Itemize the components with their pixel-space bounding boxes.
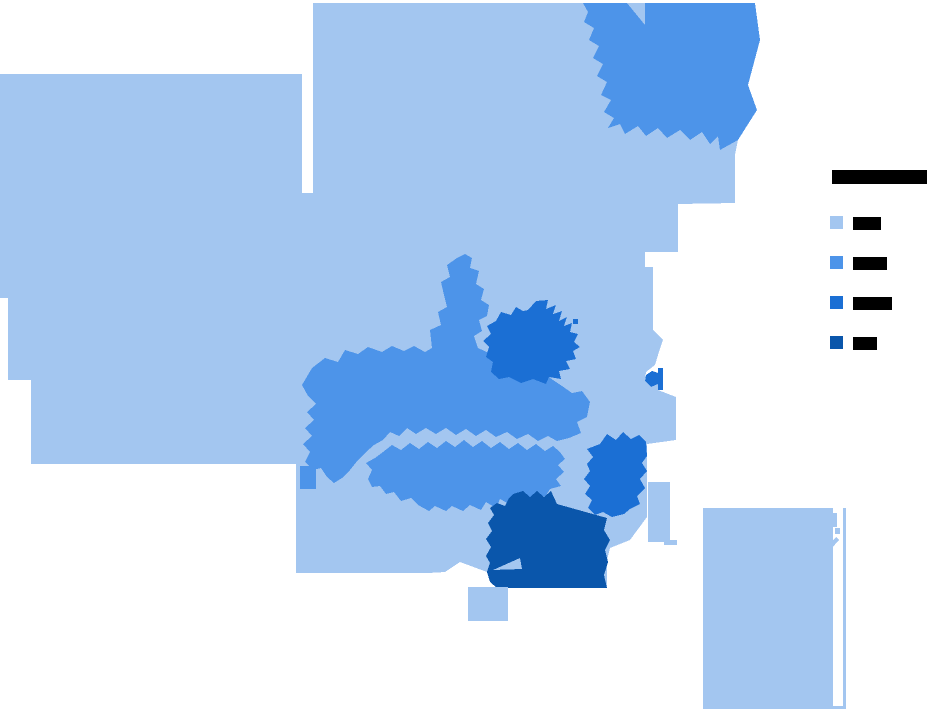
map-region-inset-islands: [833, 513, 840, 534]
map-region-island-east-small: [664, 540, 677, 545]
map-region-region-central[interactable]: [483, 300, 580, 384]
map-region-region-northeast[interactable]: [583, 3, 760, 150]
map-region-inset-region-fill[interactable]: [703, 508, 833, 706]
legend-label-redacted-bin4: [853, 337, 877, 350]
map-region-region-center-west[interactable]: [302, 254, 590, 483]
map-region-region-south-central[interactable]: [366, 440, 565, 511]
map-region-inset-dash-line: [828, 537, 839, 549]
legend-swatch-bin2[interactable]: [830, 256, 843, 269]
map-region-island-south[interactable]: [468, 587, 508, 621]
map-region-region-east-coast-city[interactable]: [645, 368, 663, 390]
map-region-island-east[interactable]: [648, 482, 670, 542]
map-region-inset-border-right: [843, 508, 846, 709]
map-region-region-west-small-square[interactable]: [300, 466, 316, 489]
legend-swatch-bin1[interactable]: [830, 216, 843, 229]
map-region-region-southeast-coast[interactable]: [584, 432, 647, 517]
map-region-mainland-base[interactable]: [0, 3, 760, 588]
legend-swatch-bin3[interactable]: [830, 296, 843, 309]
map-region-region-south-notch: [493, 558, 522, 570]
map-region-region-northeast-notch: [627, 3, 645, 25]
legend-label-redacted-bin1: [853, 217, 881, 230]
legend-label-redacted-bin2: [853, 257, 887, 270]
legend-label-redacted-bin3: [853, 297, 892, 310]
legend-swatch-bin4[interactable]: [830, 336, 843, 349]
map-region-inset-border-bottom: [703, 706, 846, 709]
